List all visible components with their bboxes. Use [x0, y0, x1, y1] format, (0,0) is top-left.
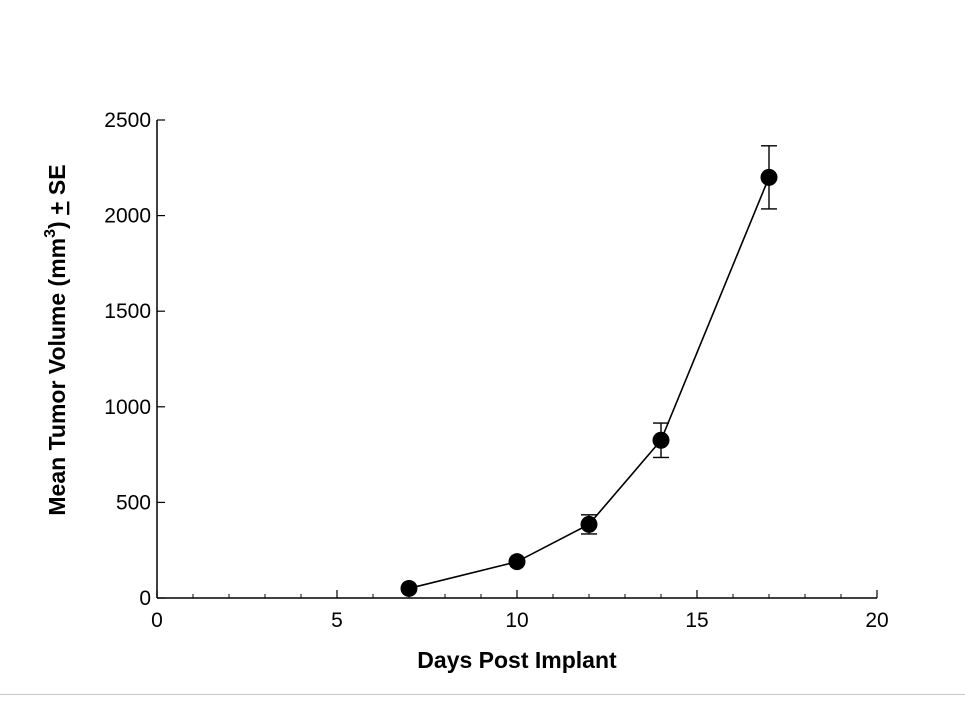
data-point — [580, 515, 598, 533]
series-layer — [400, 145, 778, 597]
y-tick-label: 2500 — [104, 109, 151, 132]
y-axis-title-close: ) — [44, 221, 70, 229]
bottom-rule — [0, 694, 965, 695]
x-axis-title: Days Post Implant — [417, 647, 617, 673]
ticks: 0 5 10 15 20 0 500 1000 1500 2000 2500 — [104, 109, 888, 632]
x-tick-label: 20 — [865, 609, 888, 632]
data-point — [508, 553, 526, 571]
y-tick-label: 0 — [139, 587, 151, 610]
y-axis-title: Mean Tumor Volume (mm3) + SE — [42, 164, 70, 515]
x-tick-label: 10 — [505, 609, 528, 632]
x-tick-label: 15 — [685, 609, 708, 632]
y-tick-label: 1000 — [104, 396, 151, 419]
y-tick-label: 1500 — [104, 300, 151, 323]
plus-minus-symbol: + — [44, 201, 70, 214]
y-axis-title-superscript: 3 — [42, 229, 59, 238]
y-tick-label: 500 — [116, 491, 151, 514]
data-point — [652, 431, 670, 449]
data-point — [400, 579, 418, 597]
y-axis-title-main: Mean Tumor Volume (mm — [44, 238, 70, 516]
data-point — [760, 168, 778, 186]
y-tick-label: 2000 — [104, 205, 151, 228]
y-axis-title-suffix: SE — [44, 164, 70, 195]
x-tick-label: 5 — [331, 609, 343, 632]
x-tick-label: 0 — [151, 609, 163, 632]
